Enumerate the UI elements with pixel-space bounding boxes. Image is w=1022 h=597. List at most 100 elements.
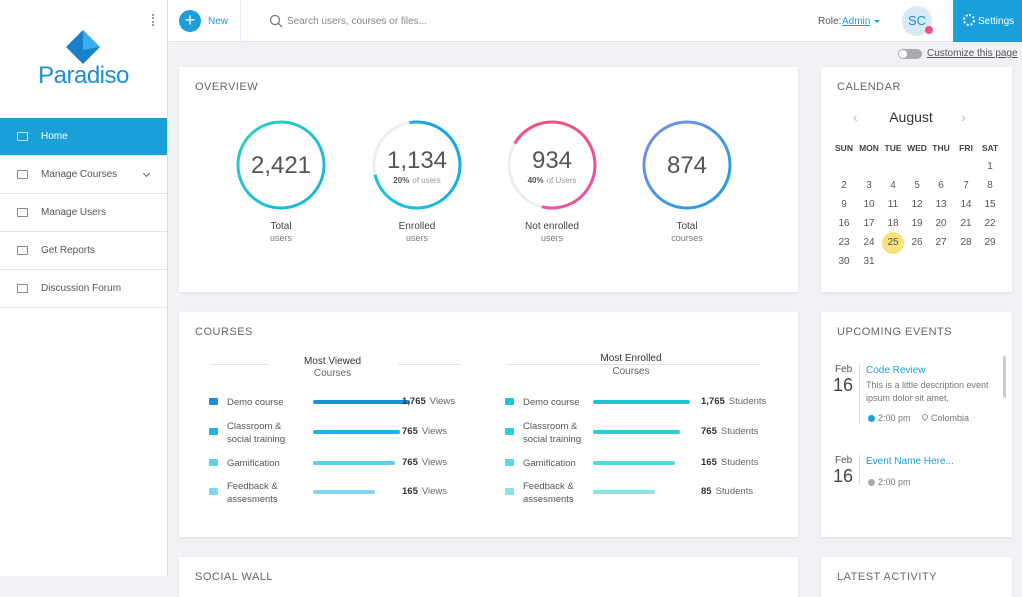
menu-icon — [17, 246, 28, 255]
course-count: 165 Students — [701, 457, 758, 468]
menu-item[interactable]: Manage Users — [0, 194, 167, 232]
calendar-day[interactable]: 10 — [863, 199, 875, 210]
menu-label[interactable]: Manage Courses — [41, 169, 118, 180]
search-input[interactable]: Search users, courses or files... — [287, 16, 428, 27]
menu-label[interactable]: Home — [41, 131, 68, 142]
course-bar — [313, 400, 410, 404]
menu-item[interactable]: Discussion Forum — [0, 270, 167, 308]
course-count: 165 Views — [402, 486, 447, 497]
calendar-day[interactable]: 21 — [960, 218, 972, 229]
role-caret[interactable] — [874, 20, 880, 26]
course-icon — [209, 488, 218, 495]
avatar-badge — [925, 26, 933, 34]
course-count: 765 Views — [402, 426, 447, 437]
calendar-day[interactable]: 24 — [863, 237, 875, 248]
stat-value: 874 — [666, 152, 708, 179]
calendar-day[interactable]: 7 — [963, 180, 969, 191]
course-name[interactable]: Feedback & assesments — [523, 481, 574, 505]
menu-item[interactable]: Get Reports — [0, 232, 167, 270]
course-name[interactable]: Demo course — [523, 397, 580, 408]
count-unit: Views — [421, 426, 448, 437]
calendar-day[interactable]: 2 — [841, 180, 847, 191]
card-title: OVERVIEW — [195, 81, 259, 93]
calendar-day[interactable]: 11 — [887, 199, 899, 210]
weekday: WED — [907, 143, 927, 153]
count-value: 765 — [402, 426, 418, 437]
calendar-day[interactable]: 8 — [987, 180, 993, 191]
calendar-day[interactable]: 22 — [984, 218, 996, 229]
course-name[interactable]: Demo course — [227, 397, 284, 408]
calendar-day[interactable]: 9 — [841, 199, 847, 210]
course-bar — [593, 490, 655, 494]
menu-label[interactable]: Manage Users — [41, 207, 107, 218]
calendar-day[interactable]: 3 — [866, 180, 872, 191]
new-button[interactable]: New — [208, 16, 229, 27]
calendar-day[interactable]: 30 — [838, 256, 850, 267]
weekday: SAT — [981, 143, 999, 153]
course-name[interactable]: Classroom & social training — [523, 421, 582, 445]
calendar-day[interactable]: 27 — [935, 237, 947, 248]
rings — [236, 120, 732, 210]
menu-icon — [17, 208, 28, 217]
role-link[interactable]: Admin — [842, 16, 871, 27]
customize-toggle[interactable] — [898, 49, 922, 59]
sidebar-menu-dots[interactable] — [152, 14, 155, 26]
event-title[interactable]: Event Name Here... — [866, 456, 954, 467]
course-name[interactable]: Gamification — [227, 458, 280, 469]
calendar-day[interactable]: 16 — [838, 218, 850, 229]
calendar-day-selected[interactable]: 25 — [882, 232, 904, 254]
calendar-day[interactable]: 13 — [935, 199, 947, 210]
calendar-day[interactable]: 23 — [838, 237, 850, 248]
calendar-day[interactable]: 20 — [935, 218, 947, 229]
course-name[interactable]: Gamification — [523, 458, 576, 469]
menu-item[interactable]: Manage Courses — [0, 156, 167, 194]
menu-item[interactable]: Home — [0, 118, 167, 156]
calendar-day[interactable]: 31 — [863, 256, 875, 267]
calendar-day[interactable]: 29 — [984, 237, 996, 248]
expand-caret[interactable] — [142, 169, 151, 178]
course-bar — [313, 430, 400, 434]
weekday: FRI — [959, 143, 973, 153]
calendar-day[interactable]: 1 — [987, 161, 993, 172]
stat-sublabel: courses — [671, 233, 703, 243]
social-wall-card: SOCIAL WALL — [179, 557, 798, 597]
courses-card: COURSES Most Viewed Courses Demo course 1,7… — [179, 312, 798, 537]
stat-note: 40% of Users — [492, 176, 612, 185]
weekday: TUE — [884, 143, 902, 153]
count-value: 165 — [402, 486, 418, 497]
event-month: Feb — [835, 455, 853, 466]
count-unit: Students — [728, 396, 767, 407]
course-name[interactable]: Classroom & social training — [227, 421, 286, 445]
calendar-day[interactable]: 18 — [887, 218, 899, 229]
settings-label[interactable]: Settings — [978, 16, 1015, 27]
calendar-day[interactable]: 6 — [938, 180, 944, 191]
stat-label: Total — [270, 221, 292, 232]
calendar-day[interactable]: 4 — [890, 180, 896, 191]
prev-month[interactable]: ‹ — [853, 109, 858, 125]
course-icon — [209, 398, 218, 405]
menu-label[interactable]: Discussion Forum — [41, 283, 122, 294]
next-month[interactable]: › — [961, 109, 966, 125]
calendar-day[interactable]: 12 — [911, 199, 923, 210]
calendar-day[interactable]: 17 — [863, 218, 875, 229]
weekday: SUN — [835, 143, 853, 153]
calendar-day[interactable]: 5 — [914, 180, 920, 191]
course-name[interactable]: Feedback & assesments — [227, 481, 278, 505]
card-title: LATEST ACTIVITY — [837, 571, 938, 583]
sidebar: Paradiso Home Manage Courses Manage Users G… — [0, 0, 168, 576]
event-title[interactable]: Code Review — [866, 365, 926, 376]
new-button-icon[interactable]: + — [179, 10, 201, 32]
ring — [236, 120, 326, 210]
customize-link[interactable]: Customize this page — [927, 48, 1018, 59]
menu-label[interactable]: Get Reports — [41, 245, 95, 256]
calendar-day[interactable]: 19 — [911, 218, 923, 229]
event-description: This is a little description event ipsum… — [866, 380, 989, 403]
calendar-day[interactable]: 28 — [960, 237, 972, 248]
calendar-day[interactable]: 15 — [984, 199, 996, 210]
calendar-day[interactable]: 14 — [960, 199, 972, 210]
scrollbar[interactable] — [1003, 356, 1006, 398]
course-count: 85 Students — [701, 486, 753, 497]
calendar-day[interactable]: 26 — [911, 237, 923, 248]
course-bar — [593, 461, 675, 465]
